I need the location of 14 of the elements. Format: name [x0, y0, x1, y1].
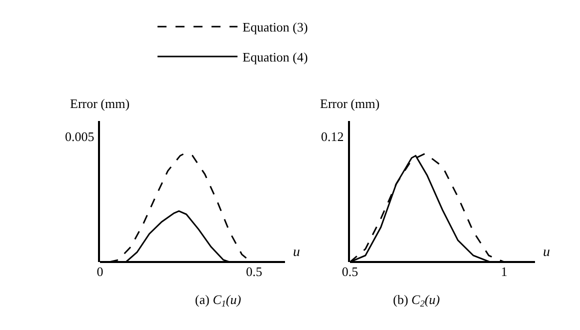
y-axis-title: Error (mm): [70, 96, 130, 111]
text: (a) C$_{1}$(u): [195, 292, 242, 309]
text: (b) C$_{2}$(u): [393, 292, 440, 309]
x-tick-label: 0.5: [246, 264, 262, 279]
text: Equation (4): [242, 50, 308, 65]
x-tick-label: 1: [500, 264, 508, 279]
x-axis-title: u: [293, 245, 300, 260]
y-axis-title: Error (mm): [320, 96, 380, 111]
x-tick-label: 0.5: [342, 264, 358, 279]
text: 0.005: [65, 129, 94, 144]
text: Equation (3): [242, 20, 308, 35]
x-tick-label: 0: [96, 264, 104, 279]
x-axis-title: u: [543, 245, 550, 260]
text: 0.12: [321, 129, 344, 144]
